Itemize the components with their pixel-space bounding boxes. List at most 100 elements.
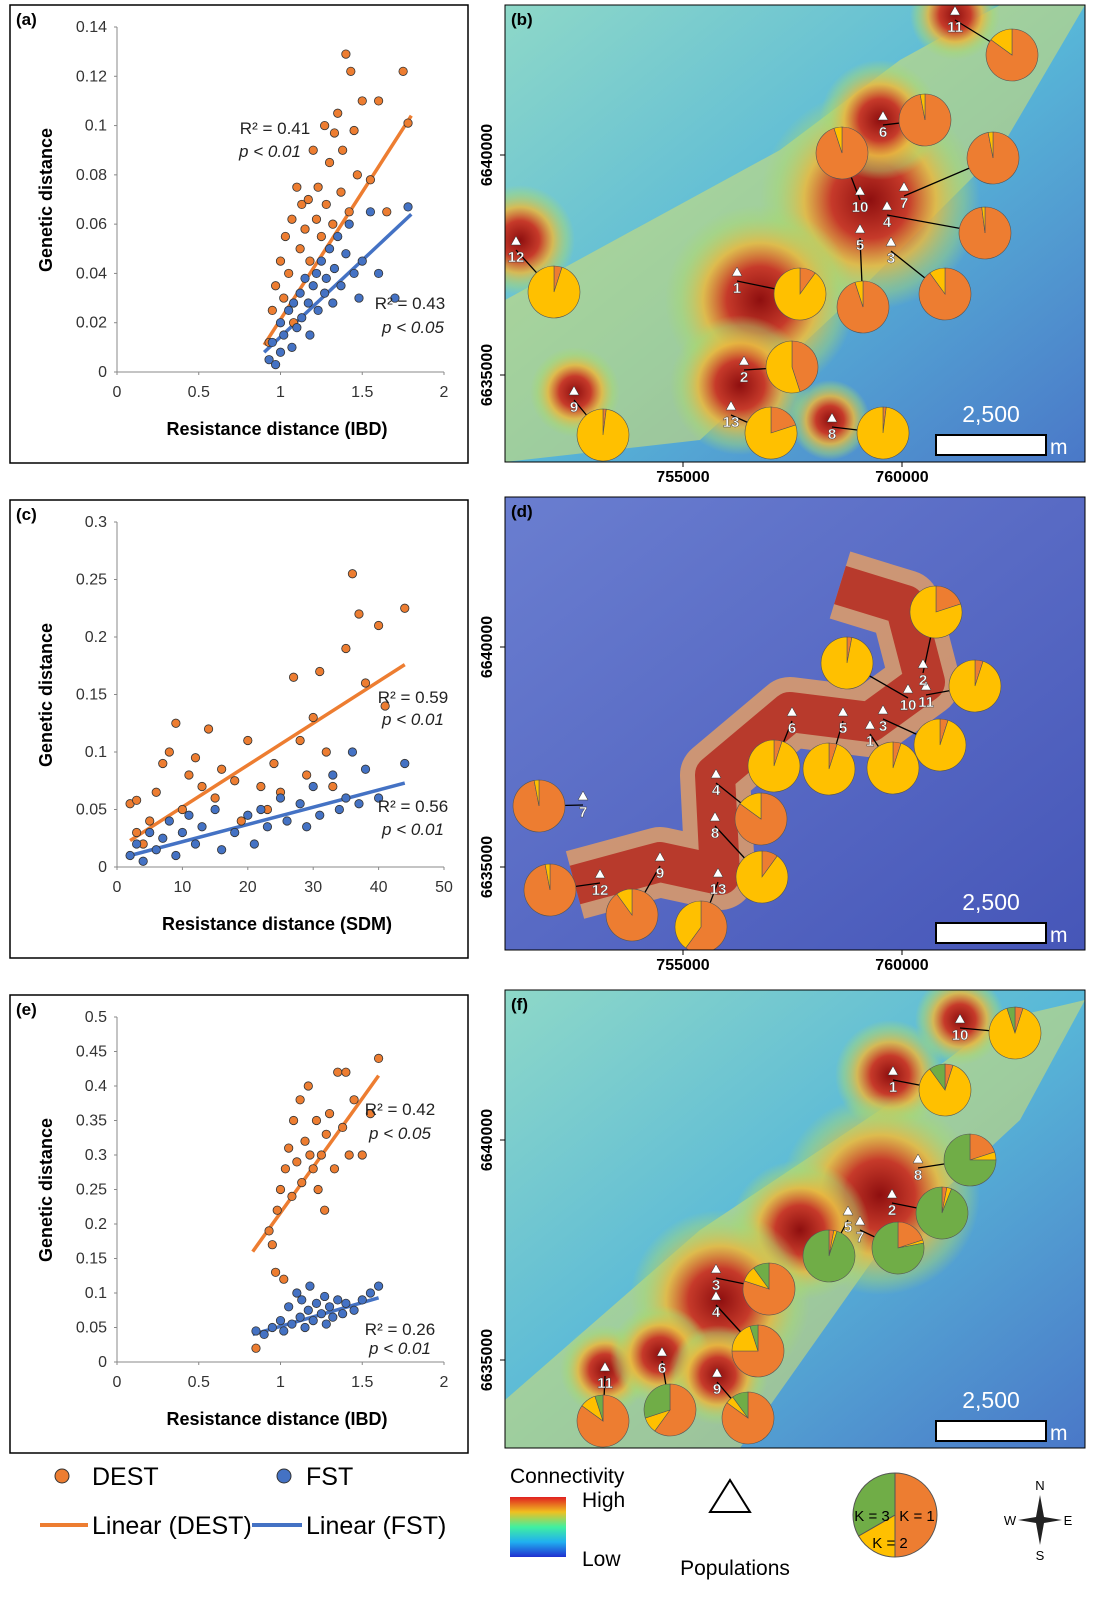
- scatter-point: [302, 771, 310, 779]
- scatter-point: [374, 621, 382, 629]
- x-tick-label: 2: [440, 384, 449, 401]
- scatter-point: [342, 250, 350, 258]
- scatter-point: [317, 232, 325, 240]
- scatter-point: [330, 264, 338, 272]
- annotation: p < 0.01: [368, 1339, 431, 1358]
- pie-slice: [748, 740, 800, 792]
- scatter-point: [322, 200, 330, 208]
- scatter-point: [314, 183, 322, 191]
- scatter-point: [348, 570, 356, 578]
- population-label: 1: [733, 280, 741, 297]
- population-label: 13: [710, 881, 727, 898]
- legend-fst-marker: [277, 1469, 291, 1483]
- scatter-point: [146, 817, 154, 825]
- scatter-point: [309, 282, 317, 290]
- scatter-point: [284, 1303, 292, 1311]
- scatter-point: [322, 748, 330, 756]
- scatter-point: [302, 823, 310, 831]
- scatter-point: [314, 1185, 322, 1193]
- scatter-point: [304, 1306, 312, 1314]
- map-y-tick-label: 6635000: [479, 836, 496, 898]
- scatter-point: [288, 1192, 296, 1200]
- scatter-point: [132, 828, 140, 836]
- compass-s: S: [1036, 1548, 1045, 1563]
- x-tick-label: 0: [113, 384, 122, 401]
- scatter-point: [342, 1068, 350, 1076]
- scale-bar: [936, 1421, 1046, 1441]
- annotation: p < 0.01: [238, 142, 301, 161]
- y-tick-label: 0.1: [85, 744, 107, 761]
- pie-slice: [867, 742, 919, 794]
- population-label: 5: [844, 1219, 852, 1236]
- scatter-point: [271, 1268, 279, 1276]
- legend-dest-marker: [55, 1469, 69, 1483]
- x-axis-title: Resistance distance (IBD): [166, 419, 387, 439]
- scatter-point: [298, 1178, 306, 1186]
- scatter-point: [281, 1165, 289, 1173]
- x-tick-label: 1: [276, 1374, 285, 1391]
- scatter-point: [347, 67, 355, 75]
- scatter-point: [312, 1299, 320, 1307]
- scatter-point: [337, 188, 345, 196]
- scatter-point: [288, 215, 296, 223]
- population-label: 4: [712, 1304, 721, 1321]
- scatter-point: [355, 800, 363, 808]
- compass-n: N: [1035, 1478, 1044, 1493]
- scatter-point: [322, 274, 330, 282]
- scatter-point: [342, 1299, 350, 1307]
- scatter-point: [312, 1116, 320, 1124]
- connectivity-high: High: [582, 1489, 625, 1512]
- scatter-point: [329, 220, 337, 228]
- panel-label: (d): [511, 502, 533, 521]
- scatter-point: [306, 257, 314, 265]
- scatter-point: [276, 348, 284, 356]
- scatter-point: [281, 232, 289, 240]
- population-label: 6: [879, 124, 887, 141]
- scatter-point: [276, 1185, 284, 1193]
- scatter-point: [263, 823, 271, 831]
- compass-w: W: [1004, 1513, 1017, 1528]
- scatter-point: [314, 306, 322, 314]
- scatter-point: [172, 719, 180, 727]
- scatter-point: [298, 314, 306, 322]
- population-label: 10: [900, 697, 917, 714]
- scatter-point: [280, 1275, 288, 1283]
- scatter-point: [309, 146, 317, 154]
- scatter-point: [296, 1096, 304, 1104]
- scale-bar: [936, 435, 1046, 455]
- chart-panel: (a)00.020.040.060.080.10.120.1400.511.52…: [10, 5, 468, 463]
- scatter-point: [152, 788, 160, 796]
- population-label: 11: [597, 1375, 613, 1392]
- annotation: R² = 0.56: [378, 797, 448, 816]
- y-tick-label: 0.12: [76, 68, 107, 85]
- x-tick-label: 40: [370, 879, 388, 896]
- scatter-point: [231, 828, 239, 836]
- scatter-point: [172, 851, 180, 859]
- population-symbol: [710, 1480, 750, 1512]
- x-tick-label: 10: [174, 879, 192, 896]
- pie-slice: [857, 407, 909, 459]
- pie-slice: [949, 660, 1001, 712]
- scatter-point: [204, 725, 212, 733]
- scatter-point: [132, 796, 140, 804]
- scatter-point: [276, 257, 284, 265]
- scatter-point: [366, 208, 374, 216]
- population-label: 9: [656, 865, 664, 882]
- connectivity-bar: [510, 1497, 566, 1557]
- map-panel: 11610745312129138: [465, 0, 1085, 462]
- annotation: R² = 0.59: [378, 688, 448, 707]
- pie-slice: [803, 1230, 855, 1282]
- scatter-point: [268, 1241, 276, 1249]
- map-x-tick-label: 755000: [656, 957, 709, 974]
- y-tick-label: 0.2: [85, 1216, 107, 1233]
- scatter-point: [401, 604, 409, 612]
- scatter-point: [322, 1320, 330, 1328]
- scatter-point: [288, 343, 296, 351]
- scatter-point: [146, 828, 154, 836]
- population-label: 12: [592, 882, 609, 899]
- scatter-point: [312, 215, 320, 223]
- scatter-point: [374, 269, 382, 277]
- scatter-point: [273, 1206, 281, 1214]
- y-tick-label: 0.25: [76, 572, 107, 589]
- legend-linear-dest: Linear (DEST): [92, 1512, 252, 1540]
